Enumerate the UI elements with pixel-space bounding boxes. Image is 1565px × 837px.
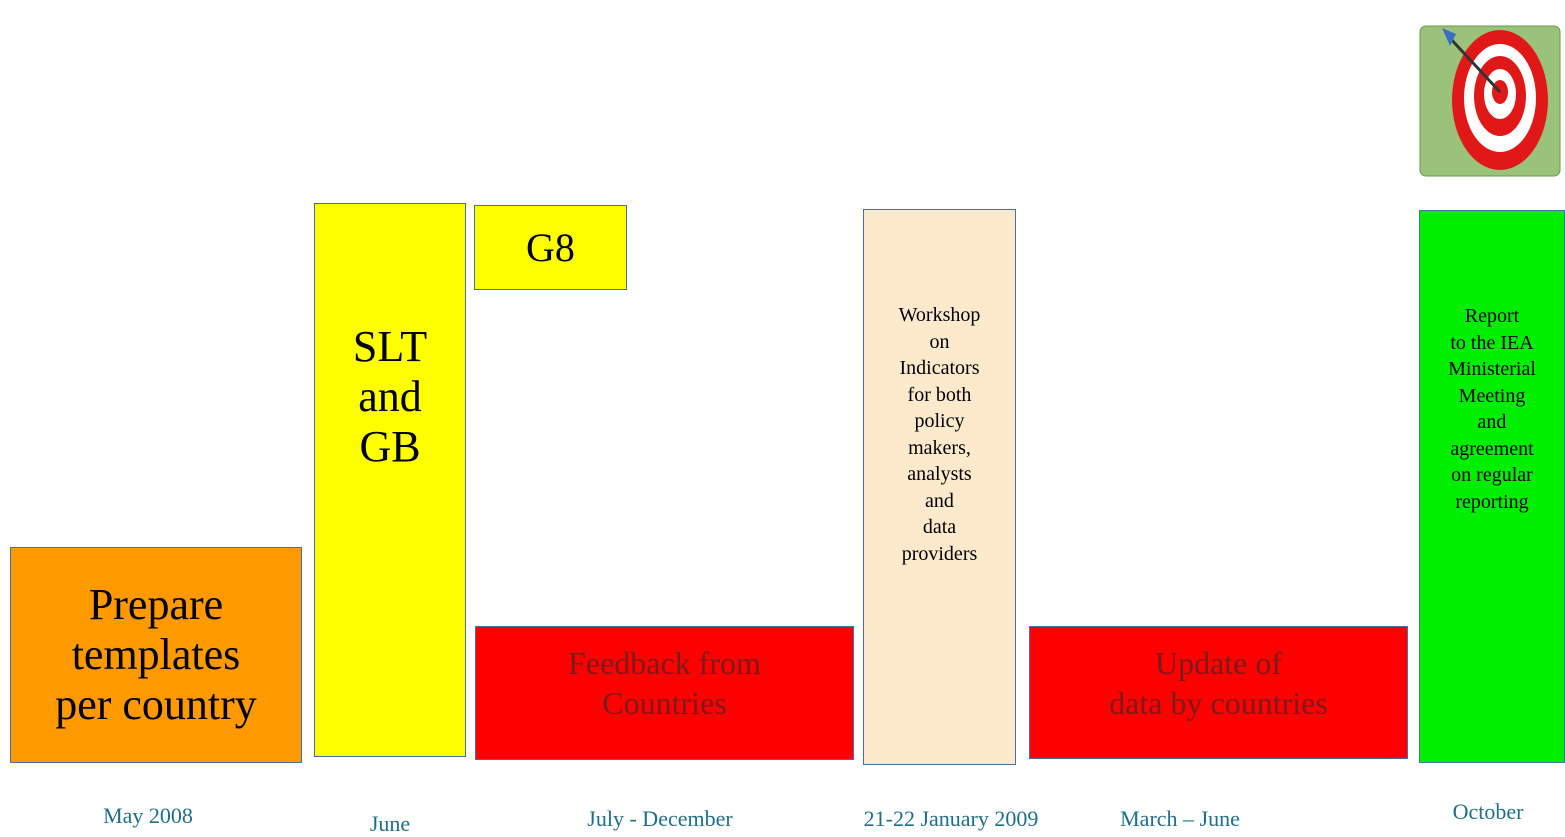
box: G8	[474, 205, 627, 290]
box-text: policy	[915, 408, 965, 435]
box-text: agreement	[1450, 436, 1533, 463]
date-label: July - December	[587, 806, 732, 832]
box-text: Indicators	[900, 355, 980, 382]
box-text: Report	[1465, 303, 1519, 330]
box-text: providers	[902, 541, 978, 568]
date-label: June	[370, 811, 410, 837]
box-text: Feedback from	[568, 643, 761, 683]
box-text: makers,	[908, 435, 971, 462]
date-label: May 2008	[103, 803, 193, 829]
box-text: and	[1478, 409, 1507, 436]
box-text: reporting	[1455, 489, 1528, 516]
box-text: and	[358, 372, 422, 422]
box-text: Meeting	[1459, 383, 1526, 410]
box-text: per country	[55, 680, 257, 730]
box-text: for both	[908, 382, 972, 409]
box-text: data by countries	[1109, 683, 1328, 723]
box-text: data	[923, 514, 956, 541]
box-text: Ministerial	[1448, 356, 1536, 383]
box-text: Workshop	[899, 302, 981, 329]
date-label: March – June	[1120, 806, 1240, 832]
box-text: Prepare	[89, 580, 223, 630]
box-text: GB	[359, 422, 420, 472]
box-text: and	[925, 488, 954, 515]
box-text: on regular	[1451, 462, 1533, 489]
box-text: to the IEA	[1450, 330, 1533, 357]
box-text: templates	[72, 630, 241, 680]
box-text: SLT	[353, 322, 427, 372]
slide: Preparetemplatesper country SLTandGB G8 …	[0, 0, 1565, 834]
box-text: G8	[526, 224, 575, 271]
box-text: Update of	[1155, 643, 1282, 683]
box-text: analysts	[907, 461, 971, 488]
target-icon	[1412, 22, 1562, 178]
box-text: on	[930, 329, 950, 356]
date-label: October	[1453, 799, 1524, 825]
box-text: Countries	[602, 683, 726, 723]
date-label: 21-22 January 2009	[864, 806, 1039, 832]
